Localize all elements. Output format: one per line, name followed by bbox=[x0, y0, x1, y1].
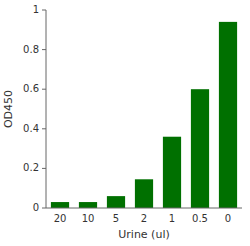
y-tick bbox=[42, 49, 46, 50]
x-axis bbox=[46, 208, 242, 209]
x-tick-label: 0.5 bbox=[192, 213, 208, 224]
y-axis-label: OD450 bbox=[2, 90, 15, 128]
y-axis bbox=[46, 10, 47, 208]
y-tick bbox=[42, 10, 46, 11]
x-tick-label: 1 bbox=[169, 213, 175, 224]
y-tick-label: 1 bbox=[33, 4, 39, 15]
y-tick bbox=[42, 89, 46, 90]
y-tick-label: 0 bbox=[33, 202, 39, 213]
y-tick bbox=[42, 128, 46, 129]
y-tick-label: 0.4 bbox=[23, 123, 39, 134]
x-axis-label: Urine (ul) bbox=[118, 228, 169, 241]
y-tick-label: 0.6 bbox=[23, 83, 39, 94]
bar bbox=[191, 89, 209, 208]
y-tick bbox=[42, 168, 46, 169]
bar bbox=[51, 202, 69, 208]
x-tick-label: 20 bbox=[54, 213, 67, 224]
y-tick-label: 0.2 bbox=[23, 162, 39, 173]
x-tick-label: 0 bbox=[225, 213, 231, 224]
bar bbox=[163, 137, 181, 208]
x-tick-label: 2 bbox=[141, 213, 147, 224]
bar bbox=[107, 196, 125, 208]
chart: 0 0.2 0.4 0.6 0.8 1 20 10 5 2 1 0.5 0 Urine (ul) OD450 bbox=[0, 0, 250, 246]
y-tick bbox=[42, 208, 46, 209]
x-tick-label: 5 bbox=[113, 213, 119, 224]
bar bbox=[135, 179, 153, 208]
x-tick-label: 10 bbox=[82, 213, 95, 224]
y-tick-label: 0.8 bbox=[23, 44, 39, 55]
bar bbox=[219, 22, 237, 208]
bar bbox=[79, 202, 97, 208]
bars bbox=[51, 22, 237, 208]
